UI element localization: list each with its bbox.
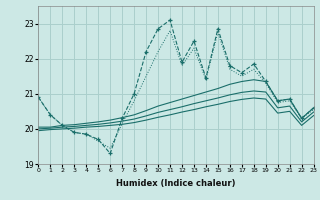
X-axis label: Humidex (Indice chaleur): Humidex (Indice chaleur): [116, 179, 236, 188]
